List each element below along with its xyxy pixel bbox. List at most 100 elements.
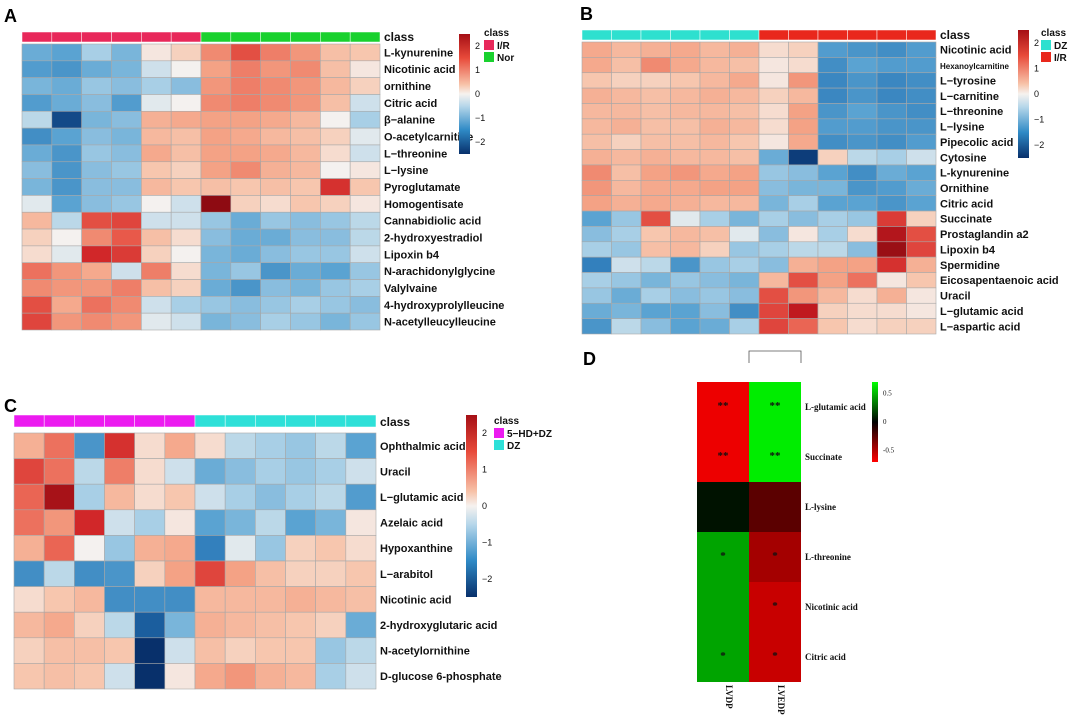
heatmap-cell: [906, 164, 937, 181]
heatmap-cell: [200, 312, 232, 331]
heatmap-cell: [788, 164, 819, 181]
heatmap-cell: [640, 180, 671, 196]
heatmap-cell: [758, 103, 789, 120]
heatmap-cell: [194, 586, 226, 613]
heatmap-cell: [788, 118, 819, 135]
heatmap-cell: [111, 312, 142, 331]
heatmap-cell: [81, 262, 112, 280]
heatmap-cell: [255, 432, 286, 459]
heatmap-cell: [699, 318, 730, 335]
heatmap-cell: [260, 110, 291, 129]
column-label: LVEDP: [776, 685, 786, 715]
heatmap-cell: [141, 127, 172, 146]
heatmap-cell: [134, 483, 166, 511]
panel-label-d: D: [583, 349, 596, 369]
heatmap-cell: [230, 228, 261, 247]
class-bar-cell: [104, 414, 135, 428]
heatmap-cell: [349, 178, 381, 196]
heatmap-cell: [729, 241, 760, 258]
heatmap-cell: [581, 180, 612, 196]
heatmap-cell: [670, 302, 701, 319]
heatmap-cell: [729, 41, 760, 58]
heatmap-cell: [230, 161, 261, 179]
heatmap-cell: [729, 256, 760, 273]
heatmap-cell: [320, 195, 351, 213]
heatmap-cell: [788, 302, 819, 319]
heatmap-cell: [729, 180, 760, 196]
row-label: Ophthalmic acid: [380, 441, 466, 453]
heatmap-cell: [640, 241, 671, 258]
row-label: L−lysine: [940, 122, 984, 134]
heatmap-cell: [111, 279, 142, 297]
heatmap-cell: [74, 637, 105, 664]
heatmap-cell: [200, 211, 232, 230]
heatmap-cell: [255, 560, 286, 587]
heatmap-cell: [141, 60, 172, 78]
heatmap-cell: [847, 133, 878, 150]
heatmap-cell: [581, 195, 612, 212]
legend-title: class: [494, 416, 519, 427]
heatmap-cell: [788, 87, 819, 104]
heatmap-cell: [699, 41, 730, 58]
heatmap-cell: [906, 133, 937, 150]
heatmap-cell: [847, 241, 878, 258]
color-scale-tick: 1: [1034, 63, 1039, 73]
heatmap-cell: [729, 318, 760, 335]
color-scale-tick: 2: [1034, 38, 1039, 48]
heatmap-cell: [345, 535, 377, 562]
heatmap-cell: [758, 241, 789, 258]
heatmap-cell: [104, 611, 135, 639]
heatmap-cell: [21, 279, 53, 297]
heatmap-cell: [170, 127, 202, 146]
heatmap-cell: [74, 535, 105, 562]
heatmap-cell: [758, 118, 789, 135]
heatmap-cell: [260, 211, 291, 230]
heatmap-cell: [847, 302, 878, 319]
heatmap-cell: [51, 228, 82, 247]
heatmap-cell: [876, 318, 907, 335]
heatmap-cell: [345, 483, 377, 511]
row-label: 4-hydroxyprolylleucine: [384, 300, 504, 312]
heatmap-cell: [200, 94, 232, 112]
heatmap-cell: [320, 178, 351, 196]
heatmap-cell: [640, 226, 671, 243]
heatmap-cell: [315, 432, 347, 459]
heatmap-cell: [141, 178, 172, 196]
row-label: Cannabidiolic acid: [384, 216, 481, 228]
heatmap-cell: [290, 296, 321, 314]
row-label: Azelaic acid: [380, 518, 443, 530]
row-label: Hypoxanthine: [380, 543, 453, 555]
row-label: Succinate: [940, 214, 992, 226]
heatmap-cell: [81, 211, 112, 230]
row-label: Prostaglandin a2: [940, 229, 1029, 241]
heatmap-cell: [699, 180, 730, 196]
heatmap-cell: [290, 77, 321, 95]
heatmap-cell: [758, 180, 789, 196]
heatmap-cell: [581, 41, 612, 58]
class-bar-cell: [349, 31, 381, 43]
heatmap-cell: [699, 103, 730, 120]
heatmap-cell: [43, 458, 75, 485]
significance-mark: **: [718, 450, 730, 462]
heatmap-cell: [876, 149, 907, 166]
heatmap-cell: [255, 458, 286, 485]
heatmap-cell: [200, 262, 232, 280]
heatmap-cell: [699, 287, 730, 304]
class-bar-cell: [255, 414, 286, 428]
heatmap-cell: [817, 226, 848, 243]
heatmap-cell: [670, 210, 701, 227]
heatmap-cell: [611, 57, 642, 74]
heatmap-cell: [141, 211, 172, 230]
heatmap-cell: [640, 103, 671, 120]
heatmap-cell: [51, 77, 82, 95]
heatmap-cell: [224, 611, 256, 639]
heatmap-cell: [817, 41, 848, 58]
row-label: N-acetylleucylleucine: [384, 317, 496, 329]
significance-mark: *: [720, 550, 726, 562]
class-bar-cell: [111, 31, 142, 43]
heatmap-cell: [758, 287, 789, 304]
heatmap-cell: [21, 94, 53, 112]
heatmap-cell: [260, 94, 291, 112]
heatmap-cell: [876, 118, 907, 135]
row-label: Lipoxin b4: [940, 244, 996, 256]
